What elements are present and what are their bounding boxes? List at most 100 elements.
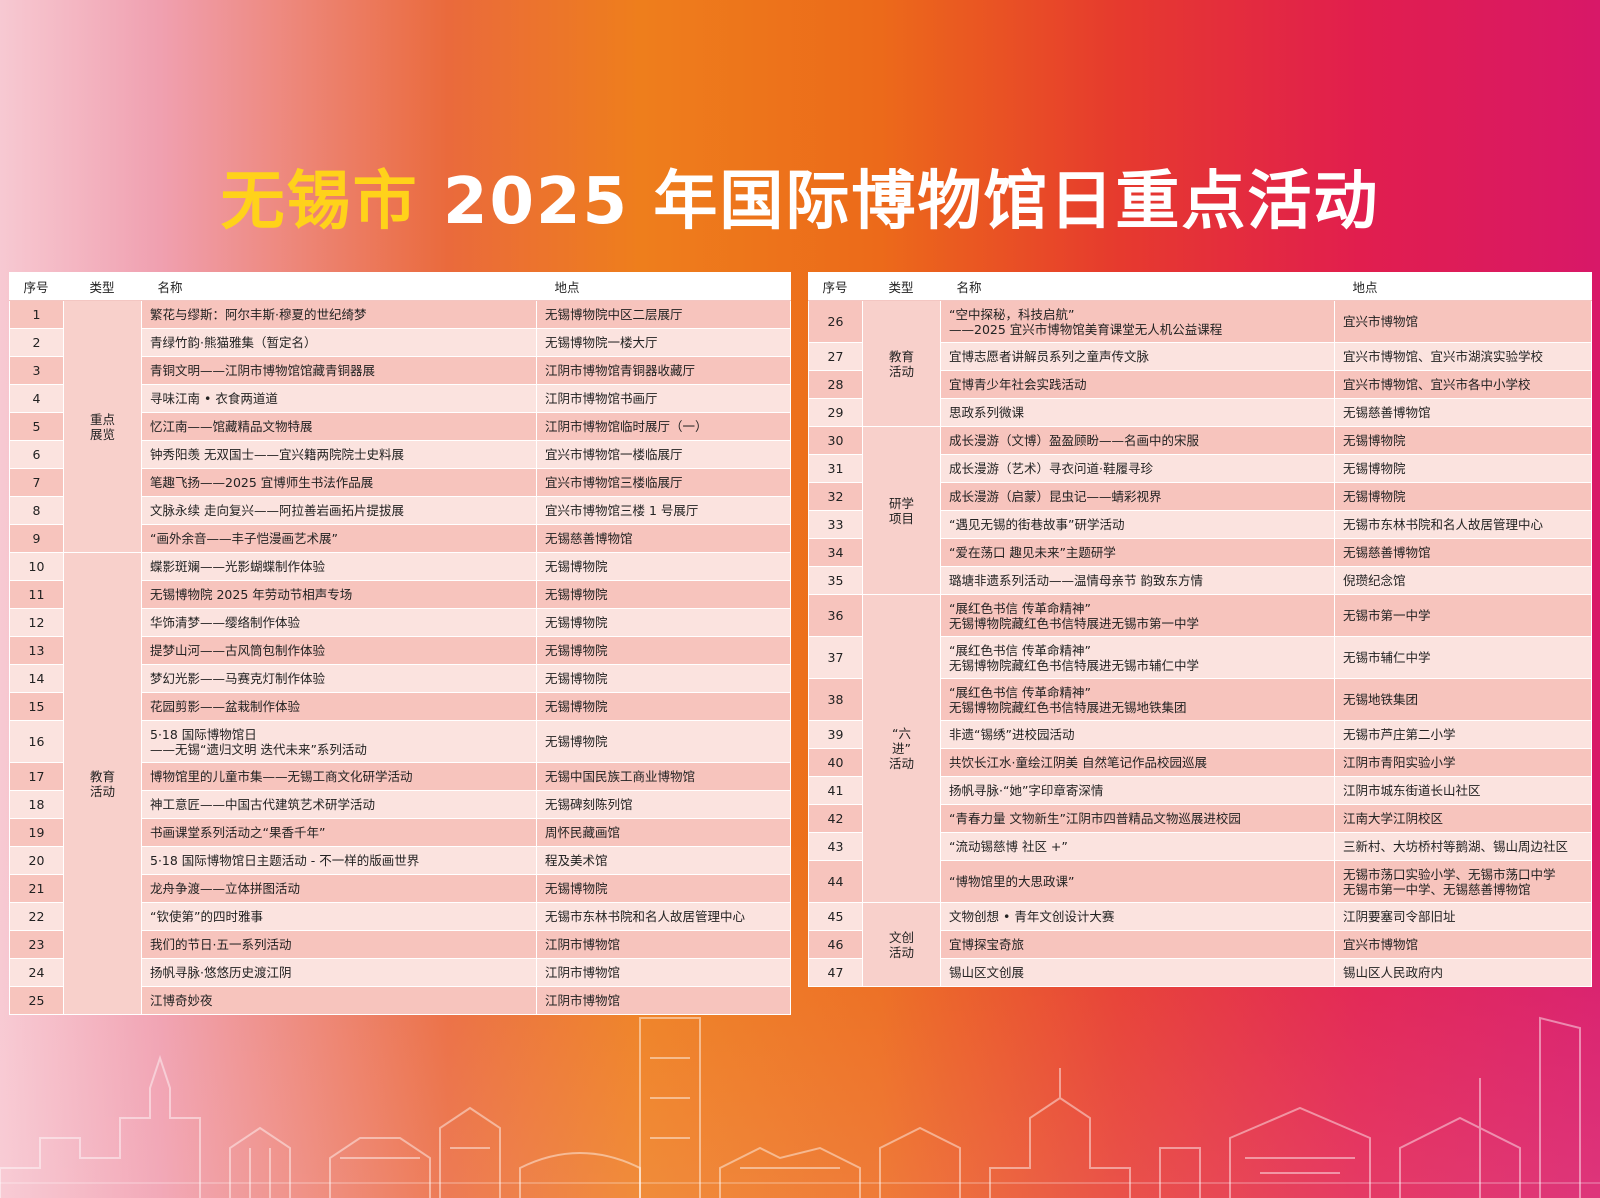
activity-name: “钦使第”的四时雅事 [150,909,263,924]
activity-location-cell: 宜兴市博物馆 [1334,300,1592,343]
table-header-row: 序号 类型 名称 地点 [808,272,1592,301]
table-row: 14 梦幻光影——马赛克灯制作体验 无锡博物院 [9,664,791,693]
activity-name-cell: 扬帆寻脉·“她”字印章寄深情 [940,776,1335,805]
row-number: 14 [9,664,64,693]
activity-location-cell: 无锡慈善博物馆 [1334,398,1592,427]
header-name: 名称 [940,272,1335,301]
activity-name-cell: 笔趣飞扬——2025 宜博师生书法作品展 [141,468,537,497]
activity-name: 青铜文明——江阴市博物馆馆藏青铜器展 [150,363,376,378]
row-number: 30 [808,426,863,455]
activity-name-cell: 蝶影斑斓——光影蝴蝶制作体验 [141,552,537,581]
activity-location: 无锡博物院 [545,881,608,896]
activity-location: 无锡博物院 [545,559,608,574]
header-type: 类型 [862,272,941,301]
activity-location: 无锡博物院中区二层展厅 [545,307,683,322]
activity-location: 无锡市东林书院和名人故居管理中心 [545,909,746,924]
table-row: 47 锡山区文创展 锡山区人民政府内 [808,958,1592,987]
left-table-body: 1 重点 展览 繁花与缪斯：阿尔丰斯·穆夏的世纪绮梦 无锡博物院中区二层展厅 2 青绿竹韵… [9,300,791,1015]
activity-location: 宜兴市博物馆 [1343,314,1419,329]
activity-name: 华饰清梦——缨络制作体验 [150,615,301,630]
activity-name-cell: 成长漫游（文博）盈盈顾盼——名画中的宋服 [940,426,1335,455]
activity-name: “画外余音——丰子恺漫画艺术展” [150,531,338,546]
activity-location: 无锡市第一中学、无锡慈善博物馆 [1343,881,1531,897]
activity-name-cell: 钟秀阳羡 无双国士——宜兴籍两院院士史料展 [141,440,537,469]
table-row: 25 江博奇妙夜 江阴市博物馆 [9,986,791,1015]
table-row: 11 无锡博物院 2025 年劳动节相声专场 无锡博物院 [9,580,791,609]
row-number: 31 [808,454,863,483]
activity-name-cell: 梦幻光影——马赛克灯制作体验 [141,664,537,693]
table-row: 34 “爱在荡口 趣见未来”主题研学 无锡慈善博物馆 [808,538,1592,567]
activity-location: 无锡博物院 [545,671,608,686]
activity-name-cell: 神工意匠——中国古代建筑艺术研学活动 [141,790,537,819]
activity-name-cell: “空中探秘，科技启航” ——2025 宜兴市博物馆美育课堂无人机公益课程 [940,300,1335,343]
activity-location: 宜兴市博物馆三楼临展厅 [545,475,683,490]
activity-name-cell: 思政系列微课 [940,398,1335,427]
header-location: 地点 [1334,272,1592,301]
row-number: 47 [808,958,863,987]
activity-location-cell: 无锡博物院 [536,580,791,609]
activity-name: 青绿竹韵·熊猫雅集（暂定名） [150,335,317,350]
category-label: 文创 活动 [888,929,914,960]
activity-name-cell: “爱在荡口 趣见未来”主题研学 [940,538,1335,567]
row-number: 17 [9,762,64,791]
activity-name-cell: 5·18 国际博物馆日主题活动 - 不一样的版画世界 [141,846,537,875]
activity-location: 江阴市博物馆 [545,993,621,1008]
right-activity-table: 序号 类型 名称 地点 26 教育 活动 “空中探秘，科技启航” ——2025 宜兴市… [808,272,1592,987]
activity-name-cell: 5·18 国际博物馆日 ——无锡“遗归文明 迭代未来”系列活动 [141,720,537,763]
activity-name-cell: 书画课堂系列活动之“果香千年” [141,818,537,847]
activity-location: 无锡博物院 [545,643,608,658]
row-number: 7 [9,468,64,497]
activity-location-cell: 无锡博物院 [1334,482,1592,511]
category-label: 教育 活动 [888,348,914,379]
row-number: 42 [808,804,863,833]
activity-location: 锡山区人民政府内 [1343,965,1444,980]
activity-location: 无锡博物院 [545,615,608,630]
activity-name: “博物馆里的大思政课” [949,874,1075,889]
activity-name: “展红色书信 传革命精神” [949,684,1091,700]
activity-location-cell: 江阴市城东街道长山社区 [1334,776,1592,805]
activity-name: 龙舟争渡——立体拼图活动 [150,881,301,896]
activity-location-cell: 无锡博物院 [1334,454,1592,483]
activity-location-cell: 无锡中国民族工商业博物馆 [536,762,791,791]
activity-location-cell: 江阴市博物馆青铜器收藏厅 [536,356,791,385]
table-row: 27 宜博志愿者讲解员系列之童声传文脉 宜兴市博物馆、宜兴市湖滨实验学校 [808,342,1592,371]
activity-name: 忆江南——馆藏精品文物特展 [150,419,313,434]
activity-name-cell: 博物馆里的儿童市集——无锡工商文化研学活动 [141,762,537,791]
row-number: 9 [9,524,64,553]
activity-name-cell: “钦使第”的四时雅事 [141,902,537,931]
row-number: 38 [808,678,863,721]
activity-location-cell: 江阴市博物馆书画厅 [536,384,791,413]
activity-location-cell: 宜兴市博物馆三楼 1 号展厅 [536,496,791,525]
row-number: 32 [808,482,863,511]
activity-name-cell: 扬帆寻脉·悠悠历史渡江阴 [141,958,537,987]
activity-location-cell: 无锡碑刻陈列馆 [536,790,791,819]
table-row: 21 龙舟争渡——立体拼图活动 无锡博物院 [9,874,791,903]
activity-name-cell: 花园剪影——盆栽制作体验 [141,692,537,721]
table-row: 20 5·18 国际博物馆日主题活动 - 不一样的版画世界 程及美术馆 [9,846,791,875]
activity-location: 江阴市青阳实验小学 [1343,755,1456,770]
title-rest: 2025 年国际博物馆日重点活动 [418,165,1380,239]
activity-location: 江阴市城东街道长山社区 [1343,783,1481,798]
table-row: 16 5·18 国际博物馆日 ——无锡“遗归文明 迭代未来”系列活动 无锡博物院 [9,720,791,763]
activity-name-cell: “博物馆里的大思政课” [940,860,1335,903]
activity-location: 无锡博物院 [1343,489,1406,504]
table-row: 15 花园剪影——盆栽制作体验 无锡博物院 [9,692,791,721]
activity-name-cell: “遇见无锡的街巷故事”研学活动 [940,510,1335,539]
activity-location-cell: 江阴市青阳实验小学 [1334,748,1592,777]
activity-name: 无锡博物院藏红色书信特展进无锡市第一中学 [949,615,1200,631]
activity-name: 寻味江南 • 衣食两道道 [150,391,278,406]
activity-location: 无锡博物院 [545,734,608,749]
activity-location-cell: 无锡慈善博物馆 [1334,538,1592,567]
category-cell: 文创 活动 [862,902,941,987]
row-number: 22 [9,902,64,931]
category-cell: 重点 展览 [63,300,142,553]
activity-location: 宜兴市博物馆、宜兴市各中小学校 [1343,377,1531,392]
activity-location: 无锡市荡口实验小学、无锡市荡口中学 [1343,866,1556,882]
activity-name-cell: 龙舟争渡——立体拼图活动 [141,874,537,903]
row-number: 27 [808,342,863,371]
activity-location: 程及美术馆 [545,853,608,868]
activity-name: “展红色书信 传革命精神” [949,600,1091,616]
row-number: 34 [808,538,863,567]
activity-location: 江阴市博物馆 [545,965,621,980]
row-number: 13 [9,636,64,665]
